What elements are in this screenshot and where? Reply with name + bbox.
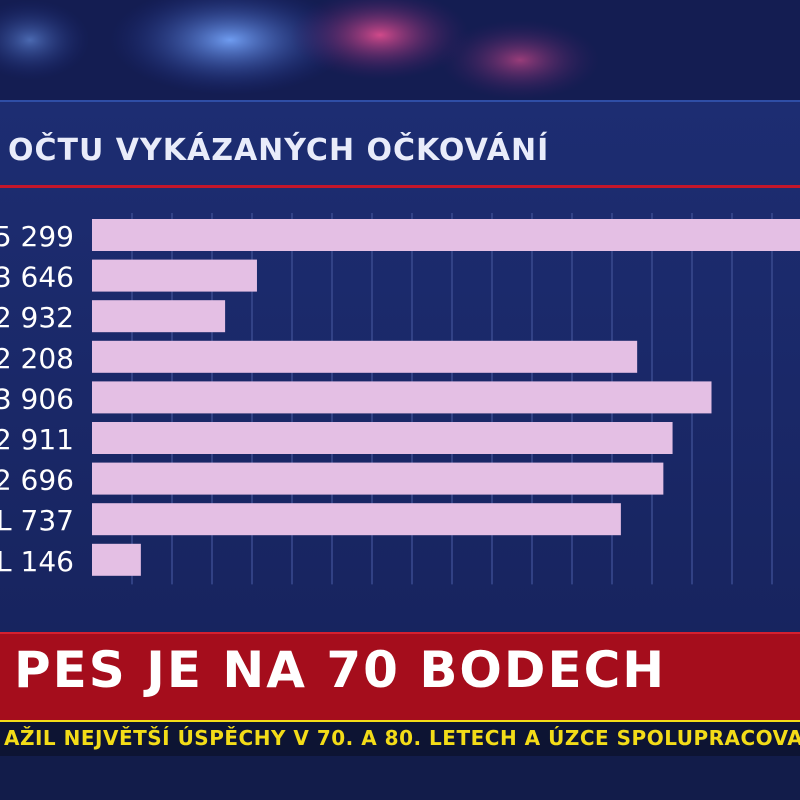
title-divider <box>0 185 800 188</box>
headline-bar <box>0 632 800 722</box>
bar <box>92 543 141 576</box>
bar <box>92 259 257 292</box>
chart-title: OČTU VYKÁZANÝCH OČKOVÁNÍ <box>8 133 550 168</box>
bar <box>92 219 800 251</box>
category-label: 2 932 <box>0 301 74 334</box>
category-label: 3 906 <box>0 382 74 415</box>
bar <box>92 300 226 333</box>
headline-text: PES JE NA 70 BODECH <box>14 641 667 699</box>
category-label: 5 299 <box>0 220 74 253</box>
category-label: 3 646 <box>0 261 74 294</box>
bar-chart: 5 299 3 646 2 932 2 208 3 906 2 911 2 696 L 737… <box>0 213 800 585</box>
category-label: 2 696 <box>0 464 74 497</box>
news-ticker: AŽIL NEJVĚTŠÍ ÚSPĚCHY V 70. A 80. LETECH… <box>0 720 800 756</box>
bar <box>92 381 712 414</box>
bar <box>92 422 673 454</box>
category-label: L 737 <box>0 504 74 537</box>
bar <box>92 340 638 373</box>
category-label: L 146 <box>0 545 74 578</box>
category-label: 2 208 <box>0 342 74 375</box>
bar <box>92 503 621 536</box>
category-label: 2 911 <box>0 423 74 456</box>
bottom-strip <box>0 756 800 800</box>
bar <box>92 462 664 495</box>
ticker-text: AŽIL NEJVĚTŠÍ ÚSPĚCHY V 70. A 80. LETECH… <box>4 726 800 750</box>
